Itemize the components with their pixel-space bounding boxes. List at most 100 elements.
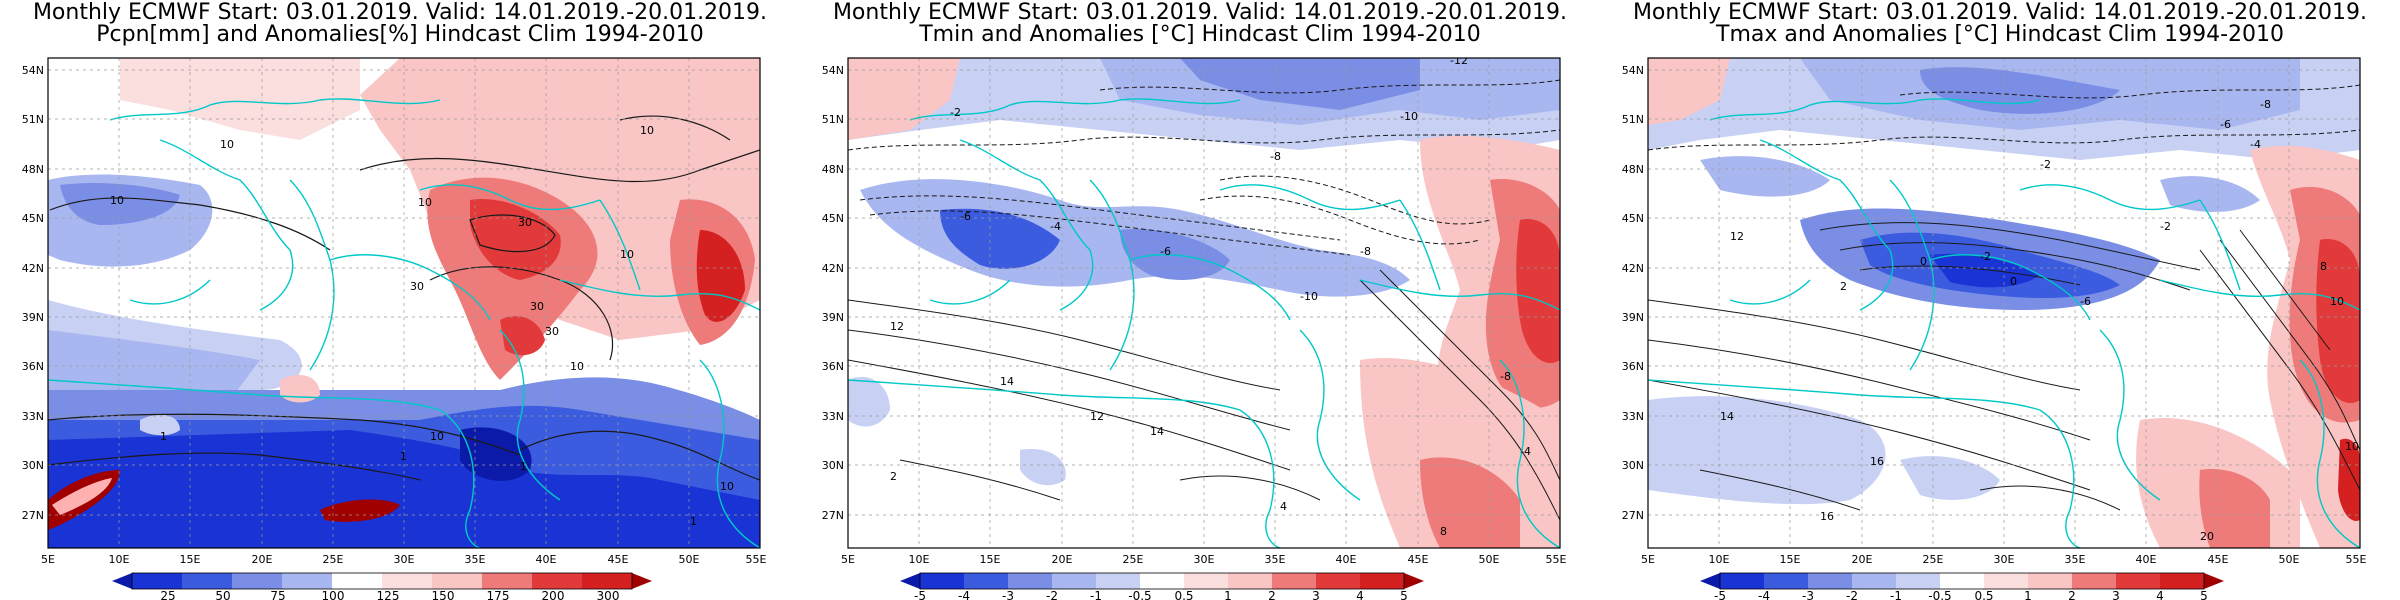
contour-label: 0: [1920, 255, 1927, 268]
contour-label: -8: [2260, 98, 2271, 111]
colorbar-label: -0.5: [1928, 589, 1951, 600]
x-tick: 20E: [252, 553, 273, 566]
panel-title-line2: Tmin and Anomalies [°C] Hindcast Clim 19…: [919, 22, 1481, 47]
panel-title-line1: Monthly ECMWF Start: 03.01.2019. Valid: …: [32, 0, 768, 25]
y-tick: 48N: [22, 163, 44, 176]
x-tick: 55E: [1546, 553, 1567, 566]
contour-label: 1: [690, 515, 697, 528]
contour-label: 14: [1000, 375, 1014, 388]
colorbar-label: 2: [1268, 589, 1276, 600]
contour-label: 20: [2200, 530, 2214, 543]
x-tick: 45E: [2208, 553, 2229, 566]
tmax-panel: Monthly ECMWF Start: 03.01.2019. Valid: …: [1600, 0, 2400, 600]
y-tick: 45N: [22, 212, 44, 225]
colorbar-label: -4: [1758, 589, 1770, 600]
colorbar-label: -5: [1714, 589, 1726, 600]
contour-label: -8: [1360, 245, 1371, 258]
colorbar-label: 75: [270, 589, 285, 600]
colorbar-label: 3: [2112, 589, 2120, 600]
contour-label: -6: [2220, 118, 2231, 131]
y-tick: 33N: [22, 410, 44, 423]
contour-label: 30: [545, 325, 559, 338]
contour-label: 16: [1870, 455, 1884, 468]
colorbar-label: 50: [215, 589, 230, 600]
y-tick: 54N: [822, 64, 844, 77]
x-tick: 25E: [323, 553, 344, 566]
contour-label: -6: [1160, 245, 1171, 258]
x-tick: 10E: [1709, 553, 1730, 566]
x-tick: 35E: [2065, 553, 2086, 566]
y-tick: 36N: [22, 360, 44, 373]
contour-label: -8: [1500, 370, 1511, 383]
colorbar-label: -3: [1002, 589, 1014, 600]
y-tick: 51N: [822, 113, 844, 126]
contour-label: 14: [1150, 425, 1164, 438]
panel-title-line2: Pcpn[mm] and Anomalies[%] Hindcast Clim …: [96, 22, 704, 47]
y-tick: 30N: [822, 459, 844, 472]
tmax-map: -8 -6 -4 -2 0 2 -2 0 -2 -6 12 14 16 16 2…: [1622, 57, 2367, 600]
x-tick: 30E: [1994, 553, 2015, 566]
x-tick: 25E: [1123, 553, 1144, 566]
colorbar-label: 175: [487, 589, 510, 600]
contour-label: -10: [1400, 110, 1418, 123]
x-tick: 15E: [980, 553, 1001, 566]
y-tick: 39N: [822, 311, 844, 324]
x-tick: 40E: [2136, 553, 2157, 566]
contour-label: 0: [2010, 275, 2017, 288]
panel-title-line1: Monthly ECMWF Start: 03.01.2019. Valid: …: [832, 0, 1568, 25]
contour-label: -4: [1520, 445, 1531, 458]
contour-label: -8: [1270, 150, 1281, 163]
contour-label: 30: [518, 216, 532, 229]
colorbar-label: 1: [2024, 589, 2032, 600]
y-tick: 51N: [1622, 113, 1644, 126]
tmin-colorbar: -5 -4 -3 -2 -1 -0.5 0.5 1 2 3 4 5: [900, 572, 1424, 600]
contour-label: 12: [1730, 230, 1744, 243]
colorbar-label: 0.5: [1174, 589, 1193, 600]
y-tick: 39N: [1622, 311, 1644, 324]
contour-label: 10: [418, 196, 432, 209]
x-tick: 55E: [746, 553, 767, 566]
x-tick: 5E: [841, 553, 855, 566]
colorbar-label: 4: [2156, 589, 2164, 600]
y-tick: 36N: [1622, 360, 1644, 373]
contour-label: 30: [410, 280, 424, 293]
colorbar-label: 25: [160, 589, 175, 600]
x-tick: 15E: [1780, 553, 1801, 566]
contour-label: 16: [1820, 510, 1834, 523]
colorbar-label: 1: [1224, 589, 1232, 600]
y-tick: 54N: [1622, 64, 1644, 77]
contour-label: 8: [2320, 260, 2327, 273]
contour-label: -2: [950, 106, 961, 119]
y-tick: 27N: [822, 509, 844, 522]
x-tick: 40E: [1336, 553, 1357, 566]
contour-label: 10: [720, 480, 734, 493]
contour-label: 4: [1280, 500, 1287, 513]
x-tick: 20E: [1052, 553, 1073, 566]
y-tick: 33N: [822, 410, 844, 423]
y-tick: 45N: [1622, 212, 1644, 225]
colorbar-label: 100: [322, 589, 345, 600]
colorbar-label: 4: [1356, 589, 1364, 600]
x-tick: 20E: [1852, 553, 1873, 566]
y-tick: 30N: [22, 459, 44, 472]
contour-label: 1: [520, 460, 527, 473]
colorbar-label: 150: [432, 589, 455, 600]
y-tick: 30N: [1622, 459, 1644, 472]
contour-label: -2: [1980, 250, 1991, 263]
contour-label: -2: [2040, 158, 2051, 171]
colorbar-label: 5: [1400, 589, 1408, 600]
contour-label: 1: [160, 430, 167, 443]
x-tick: 35E: [1265, 553, 1286, 566]
x-tick: 5E: [41, 553, 55, 566]
x-tick: 25E: [1923, 553, 1944, 566]
x-tick: 5E: [1641, 553, 1655, 566]
y-tick: 48N: [1622, 163, 1644, 176]
tmax-colorbar: -5 -4 -3 -2 -1 -0.5 0.5 1 2 3 4 5: [1700, 572, 2224, 600]
x-tick: 30E: [1194, 553, 1215, 566]
contour-label: 30: [530, 300, 544, 313]
contour-label: 14: [1720, 410, 1734, 423]
tmin-panel: Monthly ECMWF Start: 03.01.2019. Valid: …: [800, 0, 1600, 600]
x-tick: 40E: [536, 553, 557, 566]
x-tick: 50E: [2279, 553, 2300, 566]
contour-label: -6: [2080, 295, 2091, 308]
